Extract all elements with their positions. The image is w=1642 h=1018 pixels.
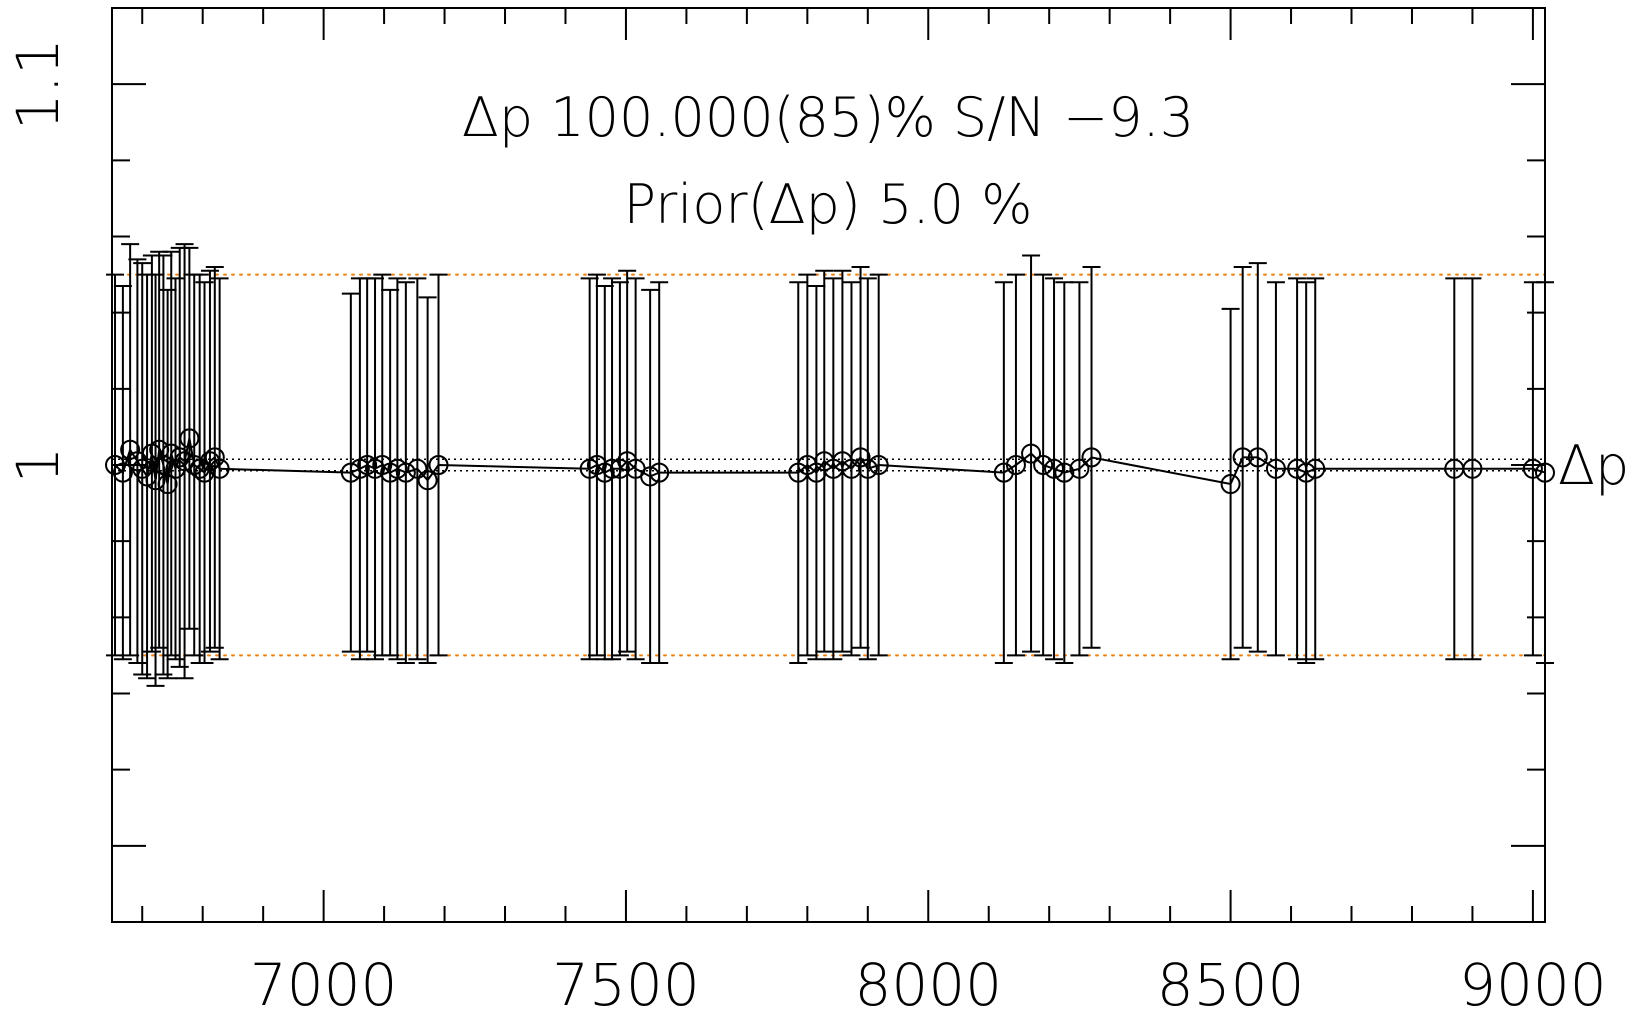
error-bar [869, 273, 888, 657]
error-bar [1045, 277, 1064, 661]
data-point [184, 455, 205, 475]
error-bars [106, 243, 1554, 687]
error-bar [121, 243, 140, 657]
error-bar [610, 281, 629, 657]
error-bar [815, 269, 834, 653]
error-bar [418, 296, 437, 665]
data-point [1021, 443, 1042, 464]
data-point [1305, 458, 1326, 479]
error-bar [180, 246, 199, 630]
error-bar [626, 277, 645, 661]
data-point [417, 470, 438, 491]
error-bar [205, 265, 224, 649]
y-tick-label: 1 [4, 447, 72, 484]
data-point [407, 458, 428, 479]
data-point [1044, 458, 1065, 479]
data-point [1005, 455, 1026, 475]
error-bar [1463, 277, 1482, 661]
error-bar [1221, 307, 1240, 661]
data-point [120, 439, 141, 460]
error-bar [200, 269, 219, 653]
error-bar [113, 285, 132, 661]
error-bar [210, 277, 229, 661]
error-bar [618, 269, 637, 653]
chart-title: Δp 100.000(85)% S/N −9.3 [462, 86, 1194, 149]
data-point [586, 455, 607, 475]
data-point [428, 455, 449, 475]
data-point [340, 462, 361, 483]
prior-label: Prior(Δp) 5.0 % [624, 173, 1033, 236]
data-point [1054, 462, 1075, 483]
data-point [649, 462, 670, 483]
error-bar [154, 254, 173, 676]
data-point [868, 455, 889, 475]
error-bar [994, 281, 1013, 665]
error-bar [429, 273, 448, 657]
data-point [112, 462, 133, 483]
data-point [1033, 455, 1054, 475]
data-point [204, 447, 225, 468]
data-point [850, 447, 871, 468]
error-bar [1248, 262, 1267, 653]
data-markers [105, 428, 1555, 495]
x-tick-label: 7500 [552, 951, 700, 1018]
error-bar [789, 281, 808, 665]
data-point [157, 474, 178, 495]
error-bar [833, 269, 852, 653]
data-point [194, 462, 215, 483]
data-point [179, 428, 200, 449]
data-point [372, 455, 393, 475]
data-point [1462, 458, 1483, 479]
x-tick-label: 7000 [250, 951, 398, 1018]
data-point [640, 466, 661, 487]
x-tick-label: 8500 [1157, 951, 1305, 1018]
data-point [189, 458, 210, 479]
error-bar [158, 288, 177, 680]
error-bar [851, 265, 870, 649]
error-bar [1233, 265, 1252, 649]
data-point [1220, 474, 1241, 495]
data-point [1232, 447, 1253, 468]
axis-ticks [112, 7, 1545, 923]
error-bar [175, 243, 194, 680]
error-bar [1070, 281, 1089, 657]
error-bar [807, 285, 826, 661]
error-bar [858, 277, 877, 661]
data-point [145, 470, 166, 491]
data-point [1265, 458, 1286, 479]
error-bar [1022, 254, 1041, 653]
data-point [1522, 458, 1543, 479]
error-bar [1082, 265, 1101, 649]
y-tick-labels: 11.1 [4, 38, 72, 483]
error-bar [798, 273, 817, 657]
data-point [1081, 447, 1102, 468]
error-bar [1055, 281, 1074, 665]
error-bar [1006, 273, 1025, 657]
error-bar [408, 277, 427, 661]
error-bar [166, 277, 185, 661]
data-point [857, 458, 878, 479]
error-bar [824, 277, 843, 661]
data-point [1069, 458, 1090, 479]
error-bar [1445, 277, 1464, 661]
error-bar [842, 281, 861, 657]
series-label: Δp [1558, 434, 1629, 497]
data-point [1247, 447, 1268, 468]
error-bar [1034, 273, 1053, 657]
data-point [395, 462, 416, 483]
x-tick-labels: 7000 7500 8000 8500 9000 [250, 951, 1607, 1018]
error-bar [1266, 281, 1285, 657]
x-tick-label: 8000 [854, 951, 1002, 1018]
data-point [1296, 462, 1317, 483]
x-tick-label: 9000 [1459, 951, 1607, 1018]
data-point [609, 458, 630, 479]
y-tick-label: 1.1 [4, 38, 72, 130]
data-point [209, 458, 230, 479]
data-point [149, 439, 170, 460]
